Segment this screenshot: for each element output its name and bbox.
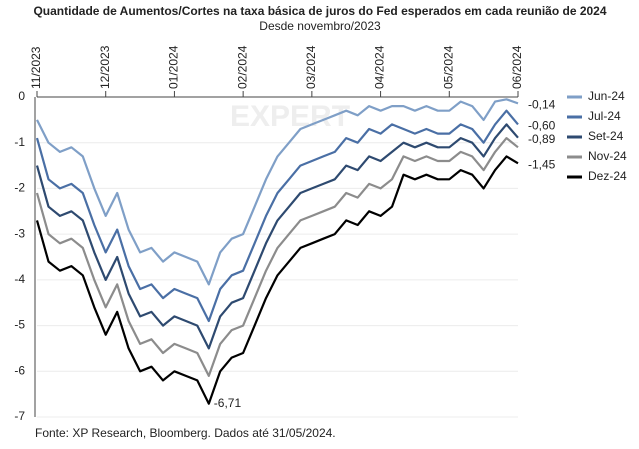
- y-tick-label: -3: [14, 226, 25, 240]
- y-tick-label: -4: [14, 272, 25, 286]
- value-label: -0,14: [528, 98, 556, 112]
- value-label: -1,45: [528, 157, 556, 171]
- chart-subtitle: Desde novembro/2023: [259, 19, 381, 33]
- series-line: [35, 155, 519, 405]
- x-tick-label: 11/2023: [29, 46, 43, 89]
- legend-label: Nov-24: [588, 149, 627, 163]
- source-note: Fonte: XP Research, Bloomberg. Dados até…: [35, 426, 336, 440]
- y-tick-label: -2: [14, 181, 25, 195]
- x-tick-label: 01/2024: [167, 45, 181, 89]
- value-label: -6,71: [214, 396, 242, 410]
- chart-title: Quantidade de Aumentos/Cortes na taxa bá…: [33, 4, 606, 18]
- y-tick-label: -7: [14, 409, 25, 423]
- y-tick-label: -5: [14, 318, 25, 332]
- series-line: [36, 98, 519, 286]
- x-tick-label: 04/2024: [373, 45, 387, 89]
- y-tick-label: -1: [14, 135, 25, 149]
- legend-label: Jul-24: [588, 109, 621, 123]
- x-tick-label: 02/2024: [235, 45, 249, 89]
- x-tick-label: 12/2023: [98, 45, 112, 89]
- series-line: [35, 137, 519, 377]
- series-line: [35, 109, 519, 323]
- x-tick-label: 05/2024: [441, 45, 455, 89]
- value-label: -0,60: [528, 119, 556, 133]
- x-tick-label: 03/2024: [304, 45, 318, 89]
- x-tick-label: 06/2024: [510, 45, 524, 89]
- series-line: [35, 123, 519, 350]
- value-label: -0,89: [528, 132, 556, 146]
- legend-label: Jun-24: [588, 89, 625, 103]
- y-tick-label: 0: [18, 89, 25, 103]
- y-tick-label: -6: [14, 363, 25, 377]
- legend-label: Set-24: [588, 129, 624, 143]
- legend-label: Dez-24: [588, 169, 627, 183]
